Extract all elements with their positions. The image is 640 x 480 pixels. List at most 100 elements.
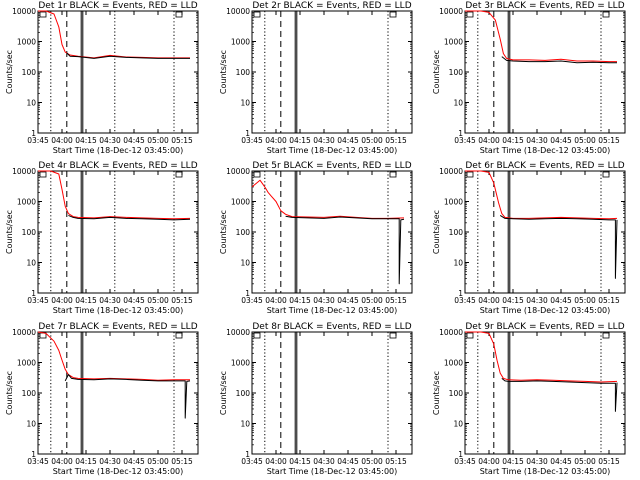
x-tick-label: 05:15	[171, 296, 193, 305]
y-tick-label: 100	[22, 389, 37, 398]
x-tick-label: 03:45	[454, 136, 476, 145]
y-tick-label: 1000	[231, 198, 250, 207]
y-axis-label: Counts/sec	[219, 371, 228, 415]
events-black-series-line	[66, 52, 190, 59]
events-black-series-line	[64, 374, 191, 419]
y-tick-label: 10	[26, 99, 36, 108]
panel-title: Det 7r BLACK = Events, RED = LLD	[38, 322, 197, 332]
corner-box-right	[175, 11, 183, 18]
y-tick-label: 10000	[12, 167, 36, 176]
x-tick-label: 04:30	[313, 296, 335, 305]
y-tick-label: 1	[31, 450, 36, 459]
y-tick-label: 10000	[12, 7, 36, 16]
x-tick-label: 03:45	[454, 457, 476, 466]
x-tick-label: 04:30	[526, 136, 548, 145]
x-tick-label: 05:00	[147, 136, 169, 145]
events-black-series-line	[499, 214, 618, 279]
y-axis-label: Counts/sec	[432, 210, 441, 254]
y-tick-label: 10	[240, 99, 250, 108]
y-tick-label: 100	[449, 228, 464, 237]
y-axis-label: Counts/sec	[5, 371, 14, 415]
x-tick-label: 04:15	[75, 296, 97, 305]
x-tick-label: 04:30	[313, 136, 335, 145]
panel-title: Det 4r BLACK = Events, RED = LLD	[38, 161, 197, 171]
y-tick-label: 100	[449, 389, 464, 398]
panel-det-5: Det 5r BLACK = Events, RED = LLD 1 10 100 10…	[219, 161, 413, 315]
panel-title: Det 9r BLACK = Events, RED = LLD	[465, 322, 624, 332]
corner-box-right	[602, 11, 610, 18]
y-tick-label: 1000	[231, 359, 250, 368]
plot-frame	[251, 170, 413, 294]
y-tick-label: 100	[236, 68, 251, 77]
corner-box-left	[39, 11, 47, 18]
lld-red-series-line	[38, 10, 190, 59]
panel-det-2: Det 2r BLACK = Events, RED = LLD 1 10 100 10…	[219, 1, 413, 155]
x-tick-label: 04:15	[75, 457, 97, 466]
x-tick-label: 05:15	[598, 296, 620, 305]
x-tick-label: 04:00	[51, 136, 73, 145]
x-axis-label: Start Time (18-Dec-12 03:45:00)	[267, 467, 398, 476]
x-tick-label: 03:45	[27, 136, 49, 145]
x-tick-label: 04:15	[502, 136, 524, 145]
x-tick-label: 05:15	[385, 136, 407, 145]
x-tick-label: 04:00	[265, 457, 287, 466]
events-black-series-line	[501, 56, 617, 64]
lld-red-series-line	[251, 179, 405, 219]
y-tick-label: 10000	[439, 167, 463, 176]
x-tick-label: 05:15	[171, 136, 193, 145]
x-tick-label: 04:45	[550, 136, 572, 145]
x-tick-label: 04:15	[75, 136, 97, 145]
y-tick-label: 1000	[444, 198, 463, 207]
lld-red-series-line	[38, 170, 191, 220]
events-black-series-line	[285, 215, 405, 285]
y-tick-label: 1	[245, 289, 250, 298]
events-black-series-line	[68, 214, 191, 221]
panel-title: Det 8r BLACK = Events, RED = LLD	[252, 322, 411, 332]
x-tick-label: 04:45	[550, 296, 572, 305]
x-tick-label: 04:15	[289, 296, 311, 305]
x-tick-label: 04:15	[502, 457, 524, 466]
x-axis-label: Start Time (18-Dec-12 03:45:00)	[53, 306, 184, 315]
y-tick-label: 100	[236, 389, 251, 398]
x-tick-label: 04:15	[289, 136, 311, 145]
y-axis-label: Counts/sec	[5, 50, 14, 94]
panel-det-7: Det 7r BLACK = Events, RED = LLD 1 10 100 10…	[5, 322, 199, 476]
y-tick-label: 1000	[444, 359, 463, 368]
y-tick-label: 1	[245, 450, 250, 459]
x-tick-label: 04:45	[337, 296, 359, 305]
panel-det-8: Det 8r BLACK = Events, RED = LLD 1 10 100 10…	[219, 322, 413, 476]
x-tick-label: 05:00	[361, 457, 383, 466]
x-axis-label: Start Time (18-Dec-12 03:45:00)	[480, 306, 611, 315]
x-tick-label: 04:30	[526, 296, 548, 305]
y-tick-label: 10	[240, 259, 250, 268]
y-axis-label: Counts/sec	[5, 210, 14, 254]
x-tick-label: 03:45	[454, 296, 476, 305]
y-tick-label: 1000	[17, 359, 36, 368]
x-axis-label: Start Time (18-Dec-12 03:45:00)	[53, 467, 184, 476]
x-tick-label: 05:15	[385, 296, 407, 305]
corner-box-left	[253, 171, 261, 178]
panel-title: Det 1r BLACK = Events, RED = LLD	[38, 1, 197, 11]
y-tick-label: 10000	[226, 7, 250, 16]
x-tick-label: 04:15	[502, 296, 524, 305]
x-tick-label: 04:30	[313, 457, 335, 466]
x-tick-label: 03:45	[241, 457, 263, 466]
y-tick-label: 1	[245, 129, 250, 138]
y-tick-label: 10	[26, 259, 36, 268]
x-tick-label: 03:45	[27, 457, 49, 466]
corner-box-right	[389, 171, 397, 178]
x-tick-label: 05:00	[574, 457, 596, 466]
corner-box-right	[175, 171, 183, 178]
x-axis-label: Start Time (18-Dec-12 03:45:00)	[267, 146, 398, 155]
panel-det-3: Det 3r BLACK = Events, RED = LLD 1 10 100 10…	[432, 1, 626, 155]
plot-frame	[251, 331, 413, 455]
y-tick-label: 1000	[17, 38, 36, 47]
y-axis-label: Counts/sec	[432, 50, 441, 94]
x-tick-label: 03:45	[27, 296, 49, 305]
plot-frame	[37, 331, 199, 455]
y-tick-label: 10	[453, 420, 463, 429]
y-tick-label: 1	[31, 289, 36, 298]
panel-title: Det 3r BLACK = Events, RED = LLD	[465, 1, 624, 11]
y-tick-label: 10	[26, 420, 36, 429]
x-tick-label: 04:30	[526, 457, 548, 466]
